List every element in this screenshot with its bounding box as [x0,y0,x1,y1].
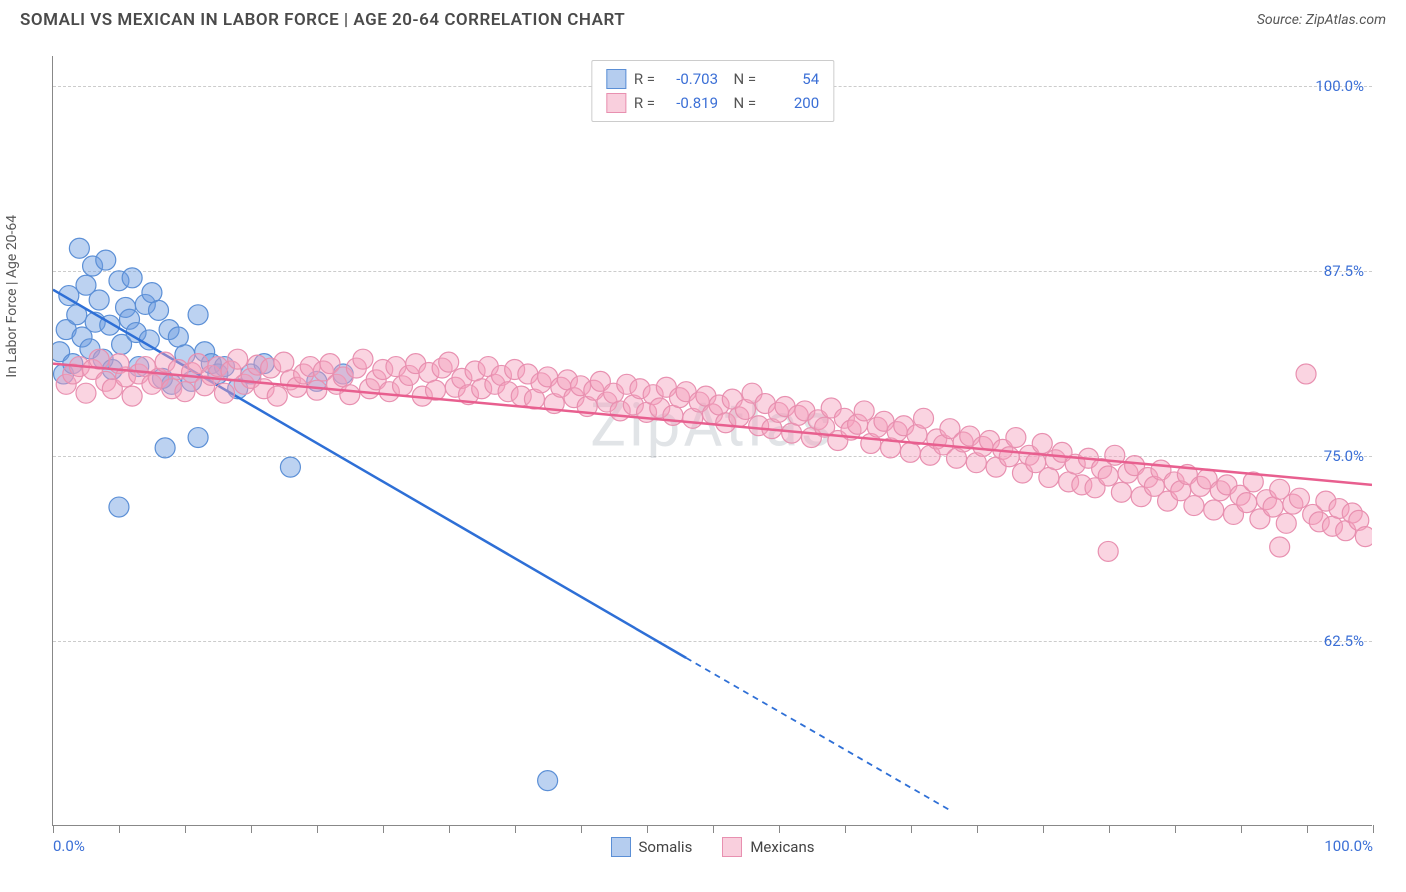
x-tick [647,825,648,833]
legend-r-label: R = [634,91,655,115]
x-tick [779,825,780,833]
scatter-point [188,428,208,448]
legend-swatch [611,837,631,857]
legend-n-value-somalis: 54 [764,67,819,91]
legend-n-value-mexicans: 200 [764,91,819,115]
scatter-point [142,283,162,303]
legend-r-value-mexicans: -0.819 [663,91,718,115]
legend-label: Somalis [639,838,693,856]
legend-row-somalis: R = -0.703 N = 54 [606,67,819,91]
scatter-point [109,497,129,517]
x-tick [1109,825,1110,833]
x-tick [53,825,54,833]
bottom-legend-item: Mexicans [722,837,814,857]
scatter-point [439,352,459,372]
scatter-point [1276,513,1296,533]
x-tick [1307,825,1308,833]
scatter-point [353,349,373,369]
scatter-point [214,383,234,403]
scatter-plot-svg [53,56,1372,825]
x-tick [185,825,186,833]
legend-swatch-pink [606,93,626,113]
scatter-point [1204,500,1224,520]
x-tick [911,825,912,833]
scatter-point [1263,497,1283,517]
scatter-point [1098,466,1118,486]
scatter-point [149,300,169,320]
scatter-point [307,380,327,400]
scatter-point [1237,493,1257,513]
bottom-legend: Somalis Mexicans [611,837,815,857]
scatter-point [1032,433,1052,453]
x-tick [713,825,714,833]
scatter-point [76,383,96,403]
scatter-point [168,327,188,347]
scatter-point [280,457,300,477]
scatter-point [122,386,142,406]
x-tick [449,825,450,833]
scatter-point [188,305,208,325]
x-tick [845,825,846,833]
chart-title: SOMALI VS MEXICAN IN LABOR FORCE | AGE 2… [20,10,625,30]
scatter-point [340,385,360,405]
scatter-point [1270,537,1290,557]
x-tick [515,825,516,833]
scatter-point [854,401,874,421]
legend-n-label: N = [726,91,756,115]
scatter-point [267,386,287,406]
source-credit: Source: ZipAtlas.com [1257,12,1386,28]
scatter-point [96,250,116,270]
scatter-point [175,382,195,402]
x-tick [1043,825,1044,833]
chart-container: In Labor Force | Age 20-64 ZipAtlas R = … [20,46,1386,856]
legend-swatch [722,837,742,857]
x-tick [977,825,978,833]
scatter-point [228,349,248,369]
scatter-point [1039,467,1059,487]
x-tick [581,825,582,833]
scatter-point [538,771,558,791]
x-tick [251,825,252,833]
scatter-point [1296,364,1316,384]
scatter-point [89,290,109,310]
scatter-point [1355,527,1372,547]
y-axis-label: In Labor Force | Age 20-64 [4,215,20,378]
trend-line-extrapolated [686,658,950,810]
scatter-point [1184,496,1204,516]
x-tick-label: 0.0% [53,837,85,855]
x-tick [1175,825,1176,833]
x-tick [119,825,120,833]
x-tick-label: 100.0% [1324,837,1373,855]
scatter-point [69,238,89,258]
bottom-legend-item: Somalis [611,837,693,857]
scatter-point [914,408,934,428]
legend-r-value-somalis: -0.703 [663,67,718,91]
chart-header: SOMALI VS MEXICAN IN LABOR FORCE | AGE 2… [0,0,1406,38]
scatter-point [900,442,920,462]
legend-label: Mexicans [750,838,814,856]
x-tick [1373,825,1374,833]
legend-swatch-blue [606,69,626,89]
trend-line [53,364,1372,485]
correlation-legend-box: R = -0.703 N = 54 R = -0.819 N = 200 [591,60,834,122]
x-tick [383,825,384,833]
legend-n-label: N = [726,67,756,91]
plot-area: ZipAtlas R = -0.703 N = 54 R = -0.819 N … [52,56,1372,826]
scatter-point [122,268,142,288]
x-tick [1241,825,1242,833]
trend-line [53,290,686,658]
scatter-point [1006,428,1026,448]
scatter-point [1098,541,1118,561]
scatter-point [155,438,175,458]
scatter-point [1111,482,1131,502]
legend-r-label: R = [634,67,655,91]
scatter-point [274,352,294,372]
legend-row-mexicans: R = -0.819 N = 200 [606,91,819,115]
scatter-point [1289,488,1309,508]
x-tick [317,825,318,833]
